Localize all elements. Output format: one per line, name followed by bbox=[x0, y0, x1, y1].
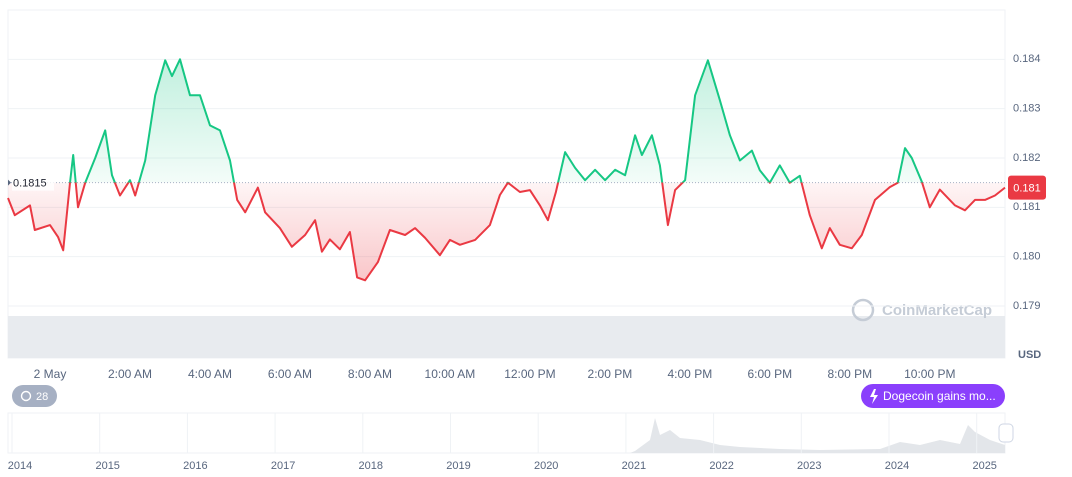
y-unit: USD bbox=[1018, 349, 1041, 361]
navigator-year: 2021 bbox=[622, 460, 646, 472]
navigator-year: 2024 bbox=[885, 460, 909, 472]
news-chip-bg[interactable] bbox=[861, 384, 1005, 408]
y-tick-label: 0.183 bbox=[1013, 103, 1041, 115]
y-tick-label: 0.184 bbox=[1013, 53, 1041, 65]
navigator-year: 2022 bbox=[709, 460, 733, 472]
x-tick-label: 6:00 PM bbox=[747, 367, 792, 381]
y-tick-label: 0.181 bbox=[1013, 201, 1041, 213]
navigator-year: 2019 bbox=[446, 460, 470, 472]
x-tick-label: 10:00 PM bbox=[904, 367, 955, 381]
navigator-year: 2014 bbox=[8, 460, 32, 472]
navigator-year: 2023 bbox=[797, 460, 821, 472]
history-icon bbox=[20, 390, 32, 402]
navigator-year: 2018 bbox=[359, 460, 383, 472]
navigator-year: 2017 bbox=[271, 460, 295, 472]
reference-label-bg bbox=[12, 174, 54, 191]
navigator-area bbox=[630, 418, 1005, 453]
y-tick-label: 0.182 bbox=[1013, 152, 1041, 164]
navigator-year: 2025 bbox=[972, 460, 996, 472]
x-tick-label: 4:00 PM bbox=[668, 367, 713, 381]
news-icon bbox=[870, 389, 878, 404]
reference-arrow bbox=[8, 179, 11, 186]
navigator-handle[interactable] bbox=[998, 423, 1014, 443]
history-count: 28 bbox=[36, 391, 48, 403]
x-tick-label: 8:00 PM bbox=[827, 367, 872, 381]
watermark-logo bbox=[851, 298, 875, 322]
x-tick-label: 10:00 AM bbox=[425, 367, 476, 381]
x-tick-label: 8:00 AM bbox=[348, 367, 392, 381]
navigator: 2014 2015 2016 2017 2018 2019 2020 2021 2022 2023… bbox=[7, 412, 1014, 472]
x-tick-label: 6:00 AM bbox=[268, 367, 312, 381]
y-tick-label: 0.180 bbox=[1013, 251, 1041, 263]
news-chip[interactable]: Dogecoin gains mo... bbox=[861, 384, 1005, 408]
x-tick-label: 2:00 PM bbox=[588, 367, 633, 381]
navigator-frame bbox=[7, 412, 1006, 454]
navigator-year: 2020 bbox=[534, 460, 558, 472]
watermark-text: CoinMarketCap bbox=[882, 302, 992, 319]
price-line bbox=[7, 58, 1006, 282]
price-area bbox=[8, 59, 1005, 281]
x-tick-label: 4:00 AM bbox=[188, 367, 232, 381]
current-price-label: 0.181 bbox=[1013, 183, 1041, 195]
volume-band bbox=[8, 316, 1005, 358]
x-tick-label: 12:00 PM bbox=[504, 367, 555, 381]
x-tick-label: 2 May bbox=[34, 367, 67, 381]
navigator-year: 2016 bbox=[183, 460, 207, 472]
history-button-bg[interactable] bbox=[12, 385, 57, 407]
history-button[interactable]: 28 bbox=[12, 385, 57, 407]
y-tick-label: 0.179 bbox=[1013, 300, 1041, 312]
x-tick-label: 2:00 AM bbox=[108, 367, 152, 381]
current-price-tag bbox=[1008, 175, 1046, 200]
reference-label: 0.1815 bbox=[13, 178, 47, 190]
news-text: Dogecoin gains mo... bbox=[883, 389, 996, 403]
navigator-year: 2015 bbox=[95, 460, 119, 472]
